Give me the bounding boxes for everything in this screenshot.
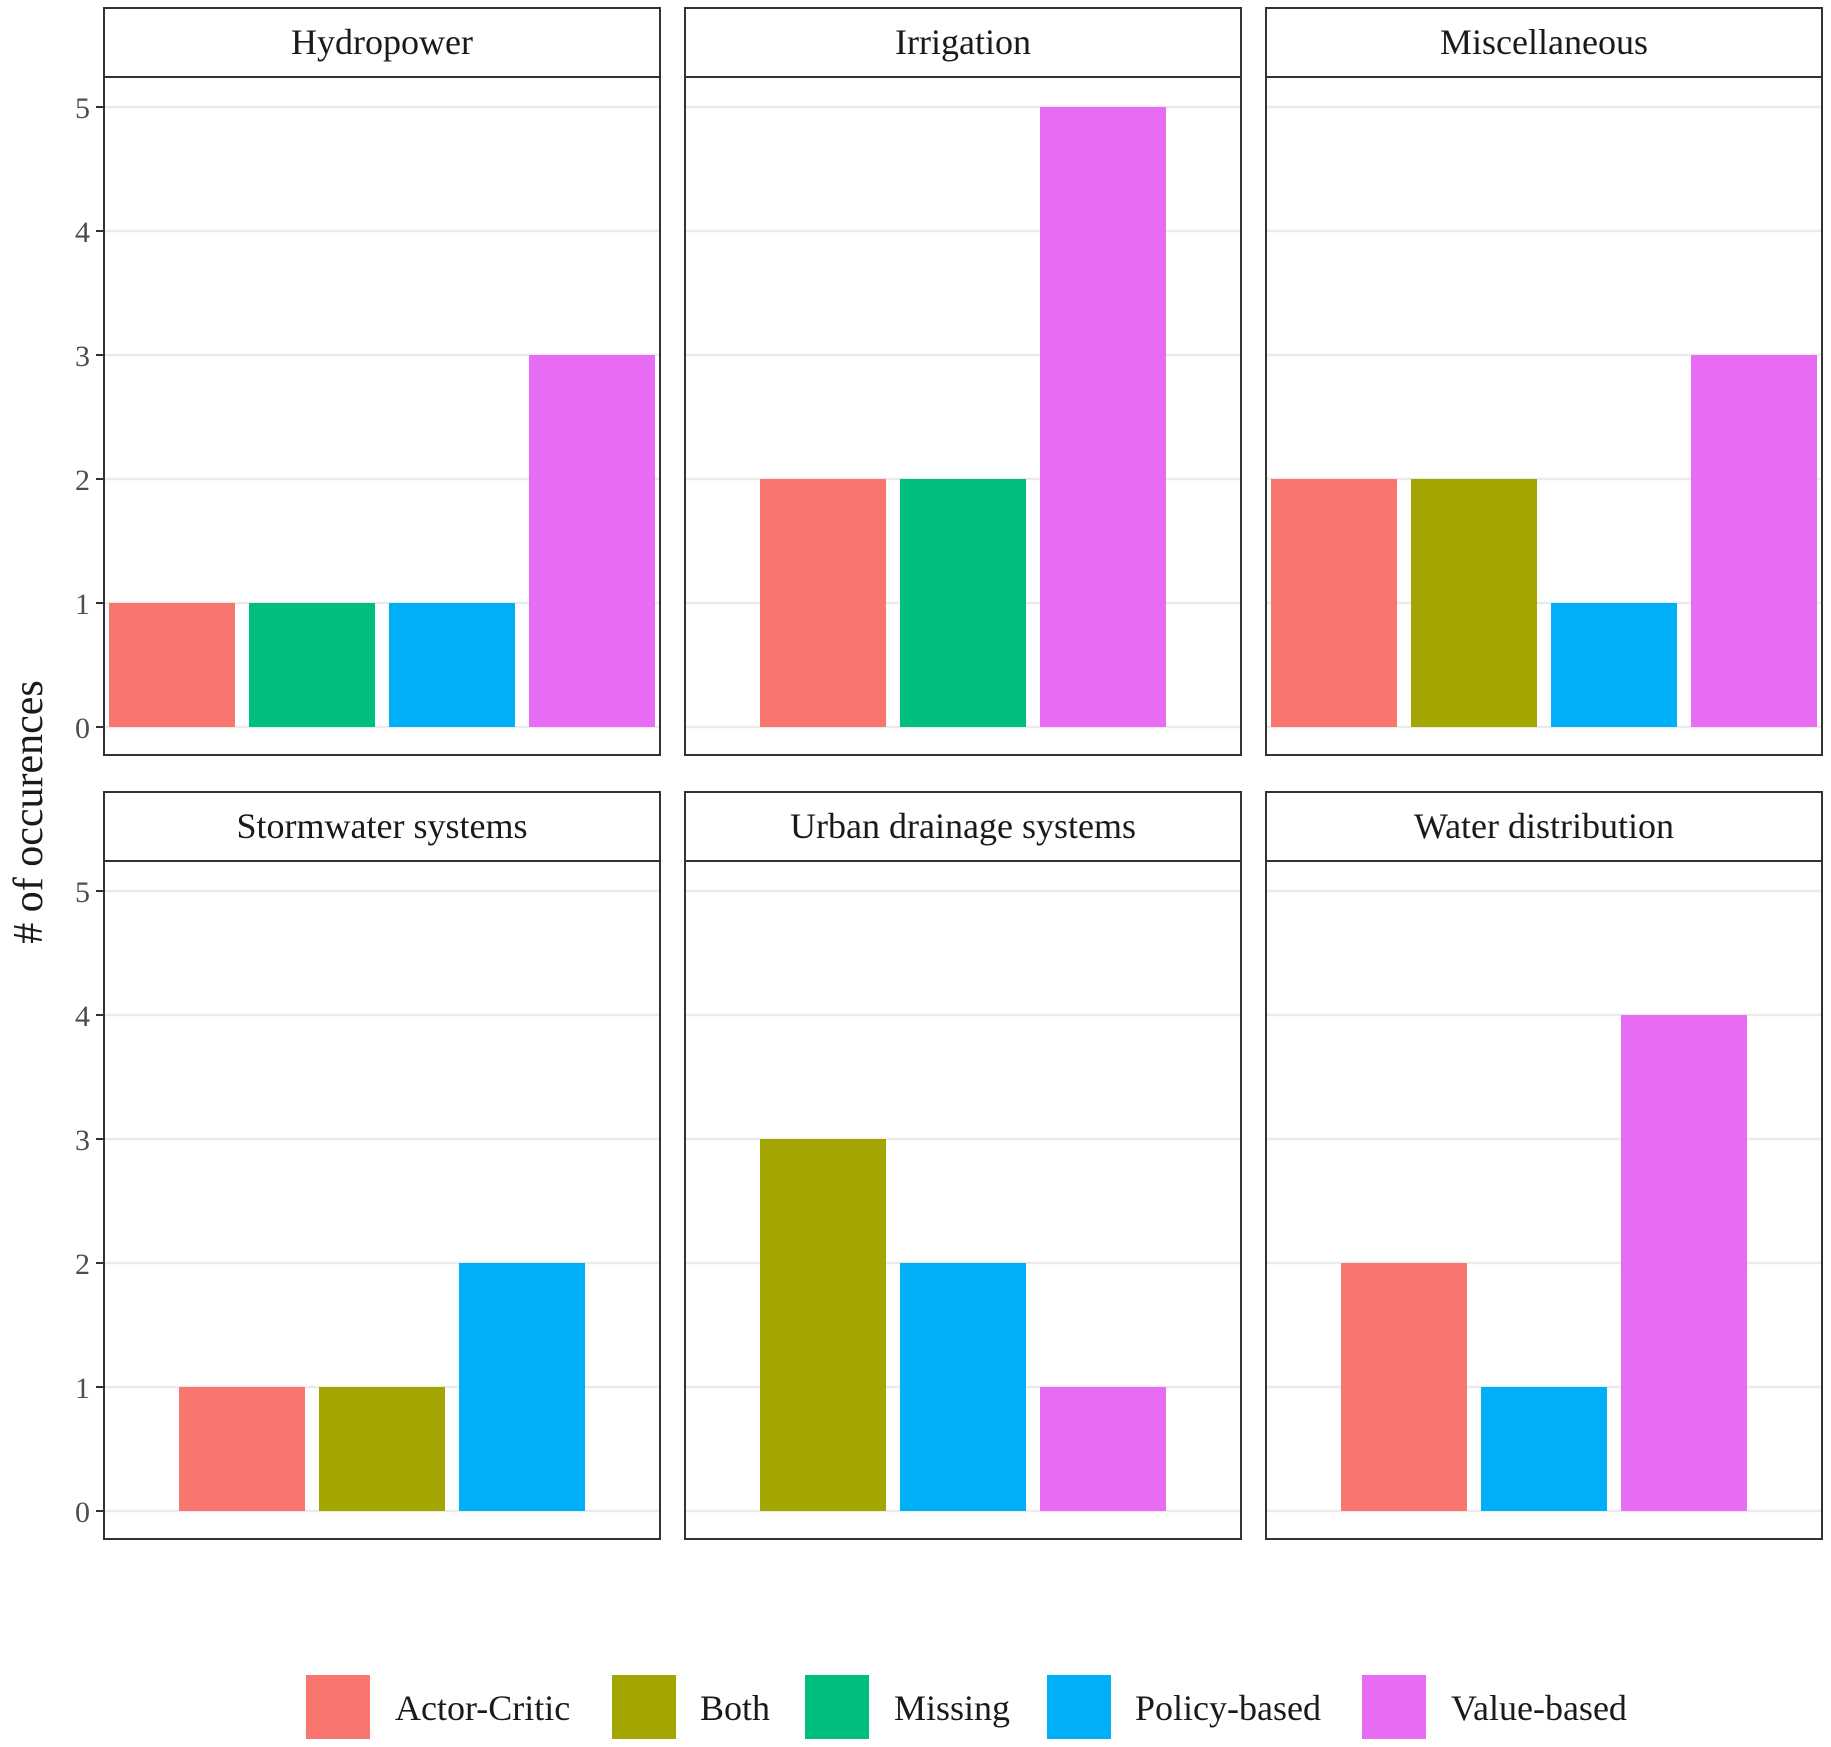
legend-key-policy-based bbox=[1047, 1675, 1111, 1739]
bar-miscellaneous-both bbox=[1411, 479, 1537, 727]
panel-irrigation: Irrigation bbox=[684, 7, 1242, 756]
y-tick-label: 3 bbox=[75, 1124, 90, 1157]
panel-urban-drainage-systems: Urban drainage systems bbox=[684, 791, 1242, 1540]
panel-title: Urban drainage systems bbox=[790, 806, 1136, 846]
y-tick-label: 1 bbox=[75, 588, 90, 621]
legend-item-actor-critic: Actor-Critic bbox=[306, 1675, 570, 1739]
bar-hydropower-actor-critic bbox=[109, 603, 235, 727]
panel-title: Water distribution bbox=[1414, 806, 1674, 846]
legend-label: Policy-based bbox=[1135, 1688, 1321, 1728]
bar-irrigation-missing bbox=[900, 479, 1026, 727]
bar-water-distribution-value-based bbox=[1621, 1015, 1747, 1511]
legend-item-both: Both bbox=[612, 1675, 770, 1739]
panel-strip bbox=[684, 791, 1242, 862]
legend: Actor-Critic Both Missing Policy-based Value… bbox=[306, 1675, 1627, 1739]
panel-border bbox=[684, 791, 1242, 1540]
bar-miscellaneous-value-based bbox=[1691, 355, 1817, 727]
bar-miscellaneous-policy-based bbox=[1551, 603, 1677, 727]
bar-hydropower-value-based bbox=[529, 355, 655, 727]
bar-stormwater-systems-actor-critic bbox=[179, 1387, 305, 1511]
y-tick-label: 2 bbox=[75, 1248, 90, 1281]
bar-irrigation-actor-critic bbox=[760, 479, 886, 727]
bar-urban-drainage-systems-value-based bbox=[1040, 1387, 1166, 1511]
legend-item-policy-based: Policy-based bbox=[1047, 1675, 1321, 1739]
legend-item-missing: Missing bbox=[805, 1675, 1010, 1739]
legend-label: Actor-Critic bbox=[395, 1688, 570, 1728]
facet-panels: Hydropower 0 1 2 3 4 5 Irrigation Miscellaneous S… bbox=[75, 7, 1823, 1540]
y-tick-label: 4 bbox=[75, 1000, 90, 1033]
panel-border bbox=[103, 7, 661, 756]
panel-stormwater-systems: Stormwater systems 0 1 2 3 4 5 bbox=[75, 791, 661, 1540]
bar-hydropower-missing bbox=[249, 603, 375, 727]
y-axis-title: # of occurences bbox=[6, 680, 52, 944]
legend-key-both bbox=[612, 1675, 676, 1739]
bar-miscellaneous-actor-critic bbox=[1271, 479, 1397, 727]
bar-urban-drainage-systems-both bbox=[760, 1139, 886, 1511]
legend-key-actor-critic bbox=[306, 1675, 370, 1739]
y-tick-label: 5 bbox=[75, 876, 90, 909]
legend-item-value-based: Value-based bbox=[1362, 1675, 1627, 1739]
y-tick-label: 2 bbox=[75, 464, 90, 497]
panel-border bbox=[1265, 7, 1823, 756]
y-tick-label: 5 bbox=[75, 92, 90, 125]
y-tick-label: 0 bbox=[75, 1496, 90, 1529]
y-tick-label: 4 bbox=[75, 216, 90, 249]
y-tick-label: 3 bbox=[75, 340, 90, 373]
panel-title: Hydropower bbox=[291, 22, 473, 62]
panel-border bbox=[684, 7, 1242, 756]
y-tick-label: 0 bbox=[75, 712, 90, 745]
legend-label: Both bbox=[700, 1688, 770, 1728]
bar-stormwater-systems-both bbox=[319, 1387, 445, 1511]
bar-water-distribution-actor-critic bbox=[1341, 1263, 1467, 1511]
bar-stormwater-systems-policy-based bbox=[459, 1263, 585, 1511]
panel-strip bbox=[103, 7, 661, 78]
panel-title: Miscellaneous bbox=[1440, 22, 1648, 62]
legend-label: Missing bbox=[894, 1688, 1010, 1728]
bar-hydropower-policy-based bbox=[389, 603, 515, 727]
panel-title: Irrigation bbox=[895, 22, 1031, 62]
panel-border bbox=[103, 791, 661, 1540]
bar-irrigation-value-based bbox=[1040, 107, 1166, 727]
panel-hydropower: Hydropower 0 1 2 3 4 5 bbox=[75, 7, 661, 756]
y-tick-label: 1 bbox=[75, 1372, 90, 1405]
bar-urban-drainage-systems-policy-based bbox=[900, 1263, 1026, 1511]
bar-water-distribution-policy-based bbox=[1481, 1387, 1607, 1511]
legend-key-value-based bbox=[1362, 1675, 1426, 1739]
legend-key-missing bbox=[805, 1675, 869, 1739]
panel-border bbox=[1265, 791, 1823, 1540]
panel-miscellaneous: Miscellaneous bbox=[1265, 7, 1823, 756]
legend-label: Value-based bbox=[1451, 1688, 1627, 1728]
panel-title: Stormwater systems bbox=[237, 806, 528, 846]
panel-water-distribution: Water distribution bbox=[1265, 791, 1823, 1540]
